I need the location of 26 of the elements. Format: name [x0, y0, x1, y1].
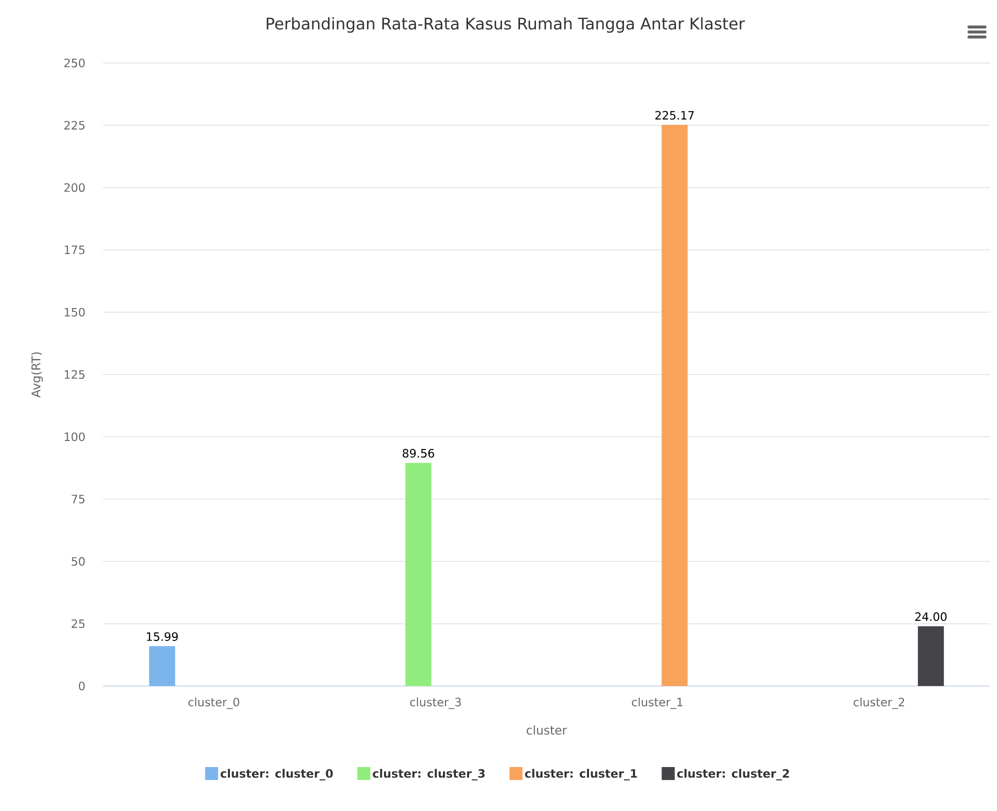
- y-tick-label: 75: [72, 494, 84, 504]
- y-tick-label: 200: [64, 183, 85, 192]
- x-tick-label: cluster_1: [632, 698, 682, 709]
- data-label: 89.56: [402, 448, 434, 458]
- legend-label: cluster: cluster_2: [677, 768, 789, 780]
- y-tick-label: 225: [64, 120, 84, 130]
- x-tick-label: cluster_2: [854, 698, 904, 709]
- data-label: 24.00: [915, 612, 947, 621]
- y-axis-title: Avg(RT): [31, 352, 43, 398]
- x-tick-label: cluster_3: [410, 698, 461, 709]
- x-axis-title: cluster: [526, 725, 567, 735]
- data-label: 225.17: [655, 110, 694, 120]
- y-tick-label: 175: [64, 246, 84, 254]
- data-label: 15.99: [146, 632, 178, 641]
- y-tick-label: 100: [64, 432, 85, 442]
- y-tick-label: 25: [72, 619, 84, 628]
- y-tick-label: 50: [72, 557, 85, 566]
- chart-title: Perbandingan Rata-Rata Kasus Rumah Tangga Antar Klaster: [266, 17, 745, 33]
- y-tick-label: 125: [64, 370, 84, 379]
- y-tick-label: 150: [64, 308, 85, 317]
- legend-label: cluster: cluster_1: [525, 768, 637, 780]
- y-tick-label: 0: [78, 682, 85, 690]
- legend-label: cluster: cluster_3: [372, 768, 485, 780]
- x-tick-label: cluster_0: [188, 698, 240, 709]
- y-tick-label: 250: [64, 58, 85, 68]
- legend-label: cluster: cluster_0: [220, 768, 333, 780]
